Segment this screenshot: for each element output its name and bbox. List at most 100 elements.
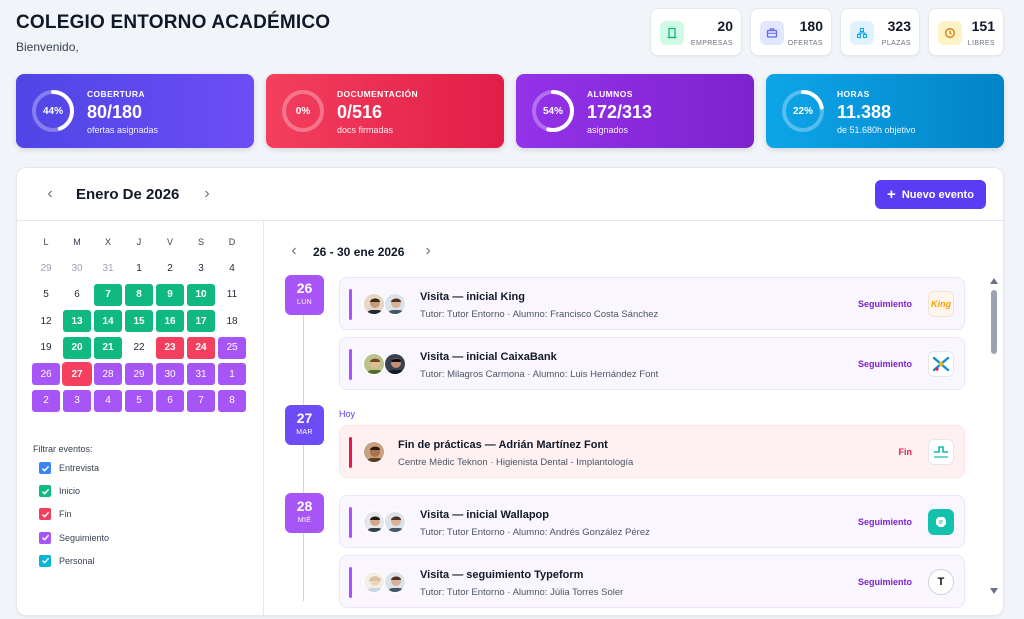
calendar-day[interactable]: 2	[167, 262, 173, 274]
kpi-subtext: de 51.680h objetivo	[837, 125, 916, 135]
checkbox-checked-icon[interactable]	[39, 531, 51, 544]
new-event-button[interactable]: + Nuevo evento	[875, 180, 986, 209]
next-month-button[interactable]: ›	[204, 185, 210, 202]
calendar-day[interactable]: 14	[94, 310, 122, 332]
calendar-day[interactable]: 18	[226, 315, 238, 327]
kpi-percent: 54%	[542, 105, 563, 117]
teknon-logo-icon	[928, 439, 954, 465]
event-title: Fin de prácticas — Adrián Martínez Font	[398, 439, 608, 451]
event-color-bar	[349, 437, 352, 468]
checkbox-checked-icon[interactable]	[39, 554, 51, 567]
calendar-day[interactable]: 30	[71, 262, 83, 274]
calendar-day[interactable]: 2	[32, 389, 60, 412]
filter-entrevista[interactable]: Entrevista	[39, 461, 99, 475]
calendar-day[interactable]: 17	[187, 310, 215, 332]
calendar-day[interactable]: 31	[102, 262, 114, 274]
calendar-day[interactable]: 10	[187, 283, 215, 306]
weekday-header: D	[228, 237, 236, 247]
calendar-day[interactable]: 8	[125, 283, 153, 306]
calendar-day[interactable]: 22	[133, 342, 145, 353]
day-name: MAR	[296, 429, 313, 436]
calendar-day[interactable]: 16	[156, 310, 184, 332]
prev-week-button[interactable]: ‹	[291, 242, 297, 259]
calendar-day[interactable]: 1	[218, 363, 246, 385]
filter-seguimiento[interactable]: Seguimiento	[39, 531, 109, 545]
kpi-label: DOCUMENTACIÓN	[337, 89, 419, 99]
agenda-scrollbar[interactable]	[989, 277, 999, 607]
network-icon	[850, 21, 874, 45]
scroll-thumb[interactable]	[991, 290, 997, 354]
calendar-day[interactable]: 24	[187, 336, 215, 359]
stat-label: PLAZAS	[881, 40, 911, 47]
calendar-day[interactable]: 1	[136, 262, 142, 274]
checkbox-checked-icon[interactable]	[39, 508, 51, 521]
calendar-day[interactable]: 21	[94, 336, 122, 359]
calendar-day[interactable]: 8	[218, 389, 246, 412]
calendar-day[interactable]: 3	[63, 389, 91, 412]
calendar-day[interactable]: 12	[40, 315, 52, 327]
calendar-day[interactable]: 30	[156, 363, 184, 385]
calendar-day[interactable]: 5	[125, 389, 153, 412]
progress-ring	[782, 90, 824, 132]
calendar-day[interactable]: 29	[40, 262, 52, 274]
stat-card-empresas[interactable]: 20 EMPRESAS	[650, 8, 742, 56]
event-card[interactable]: Visita — inicial King Tutor: Tutor Entor…	[339, 277, 965, 330]
filter-fin[interactable]: Fin	[39, 507, 72, 521]
checkbox-checked-icon[interactable]	[39, 462, 51, 474]
scroll-up-icon[interactable]	[989, 277, 999, 285]
filter-title: Filtrar eventos:	[33, 444, 93, 454]
calendar-day[interactable]: 7	[187, 389, 215, 412]
mini-calendar-column: L M X J V S D 29 30 31 1 2 3 4 5 6 7 8 9 10 11 12 13 14 15 16 17 18…	[17, 221, 264, 615]
calendar-day[interactable]: 11	[226, 289, 238, 300]
kpi-card-alumnos[interactable]: 54% ALUMNOS 172/313 asignados	[516, 74, 754, 148]
calendar-day[interactable]: 3	[198, 262, 204, 274]
calendar-day[interactable]: 15	[125, 310, 153, 332]
kpi-subtext: asignados	[587, 125, 629, 135]
king-logo-icon: King	[928, 291, 954, 317]
avatar	[384, 511, 406, 533]
event-card[interactable]: Visita — seguimiento Typeform Tutor: Tut…	[339, 555, 965, 608]
kpi-label: HORAS	[837, 89, 870, 99]
calendar-day[interactable]: 20	[63, 336, 91, 359]
prev-month-button[interactable]: ‹	[47, 185, 53, 202]
kpi-card-horas[interactable]: 22% HORAS 11.388 de 51.680h objetivo	[766, 74, 1004, 148]
calendar-day[interactable]: 19	[40, 342, 52, 353]
calendar-day[interactable]: 26	[32, 363, 60, 385]
briefcase-icon	[760, 21, 784, 45]
typeform-logo-icon: T	[928, 569, 954, 595]
calendar-day[interactable]: 29	[125, 363, 153, 385]
kpi-card-cobertura[interactable]: 44% COBERTURA 80/180 ofertas asignadas	[16, 74, 254, 148]
filter-personal[interactable]: Personal	[39, 554, 95, 568]
calendar-day[interactable]: 31	[187, 363, 215, 385]
calendar-day[interactable]: 5	[43, 289, 49, 300]
calendar-day[interactable]: 4	[229, 262, 235, 274]
calendar-day[interactable]: 6	[156, 389, 184, 412]
kpi-value: 11.388	[837, 102, 892, 122]
weekday-header: L	[43, 237, 49, 247]
event-card[interactable]: Visita — inicial Wallapop Tutor: Tutor E…	[339, 495, 965, 548]
calendar-day[interactable]: 7	[94, 283, 122, 306]
scroll-down-icon[interactable]	[989, 587, 999, 595]
stat-label: LIBRES	[967, 40, 995, 47]
calendar-day[interactable]: 27	[62, 362, 92, 386]
stat-card-plazas[interactable]: 323 PLAZAS	[840, 8, 920, 56]
calendar-day[interactable]: 9	[156, 283, 184, 306]
filter-inicio[interactable]: Inicio	[39, 484, 80, 498]
event-card[interactable]: Fin de prácticas — Adrián Martínez Font …	[339, 425, 965, 478]
calendar-day[interactable]: 25	[218, 336, 246, 359]
calendar-day[interactable]: 4	[94, 389, 122, 412]
calendar-header: ‹ Enero De 2026 › + Nuevo evento	[17, 168, 1003, 221]
kpi-value: 80/180	[87, 102, 143, 122]
kpi-card-documentacion[interactable]: 0% DOCUMENTACIÓN 0/516 docs firmadas	[266, 74, 504, 148]
wallapop-logo-icon	[928, 509, 954, 535]
calendar-day[interactable]: 28	[94, 363, 122, 385]
stat-card-ofertas[interactable]: 180 OFERTAS	[750, 8, 832, 56]
event-card[interactable]: Visita — inicial CaixaBank Tutor: Milagr…	[339, 337, 965, 390]
checkbox-checked-icon[interactable]	[39, 485, 51, 498]
event-title: Visita — inicial Wallapop	[420, 509, 549, 521]
next-week-button[interactable]: ›	[425, 242, 431, 259]
calendar-day[interactable]: 13	[63, 310, 91, 332]
calendar-day[interactable]: 23	[156, 336, 184, 359]
stat-card-libres[interactable]: 151 LIBRES	[928, 8, 1004, 56]
calendar-day[interactable]: 6	[74, 289, 80, 300]
